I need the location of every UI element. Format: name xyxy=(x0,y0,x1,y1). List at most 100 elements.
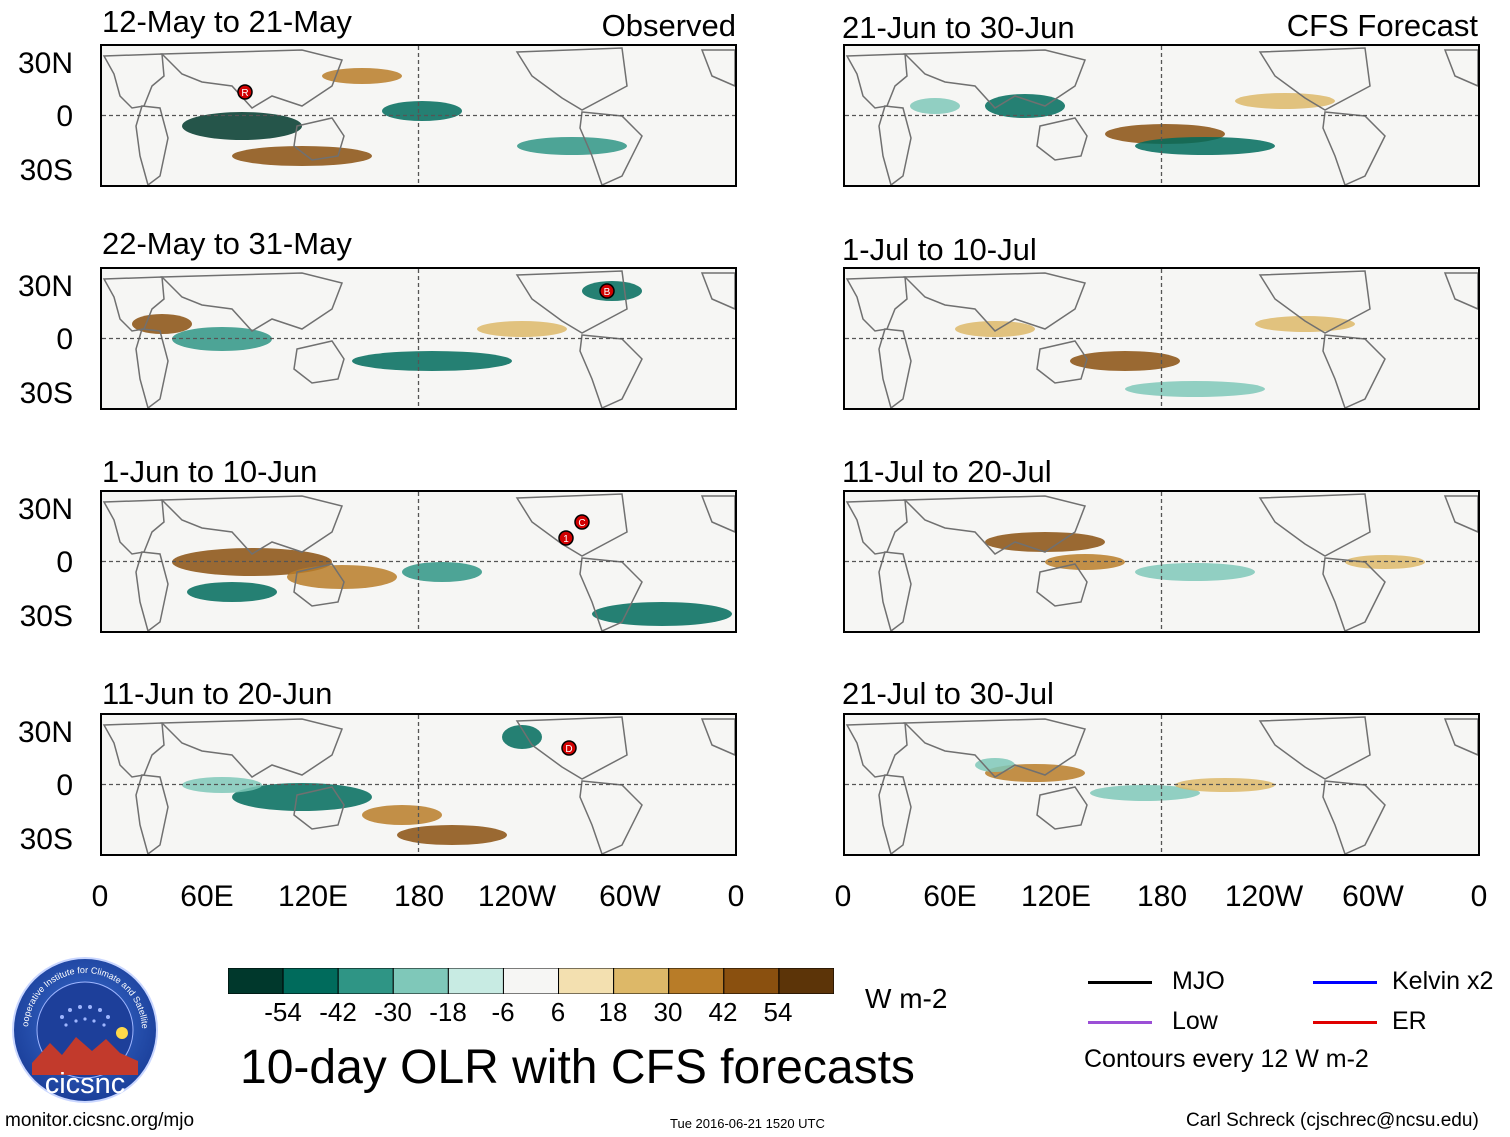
coastline xyxy=(515,270,628,334)
olr-anomaly-map: 1C xyxy=(102,492,735,631)
olr-anomaly-map: R xyxy=(102,46,735,185)
colorbar-bin xyxy=(558,967,615,995)
olr-anomaly-region xyxy=(1235,93,1335,109)
observed-map-panel-4: D xyxy=(100,713,737,856)
observed-column-label: Observed xyxy=(601,8,736,43)
colorbar-tick-label: -30 xyxy=(374,997,412,1027)
coastline xyxy=(293,786,345,830)
lon-label: 180 xyxy=(1136,880,1188,913)
olr-anomaly-region xyxy=(397,825,507,845)
colorbar-bin xyxy=(778,967,835,995)
observed-map-panel-1: R xyxy=(100,44,737,187)
lon-label: 0 xyxy=(834,880,852,913)
coastline xyxy=(878,774,912,854)
coastline xyxy=(1322,557,1386,631)
legend-line-er xyxy=(1313,1021,1377,1024)
lat-label: 0 xyxy=(56,769,73,802)
olr-anomaly-region xyxy=(1135,137,1275,155)
olr-anomaly-region xyxy=(955,321,1035,337)
colorbar-bin xyxy=(447,967,504,995)
storm-marker: B xyxy=(599,283,615,299)
coastline xyxy=(1036,340,1088,384)
coastline xyxy=(845,276,908,332)
coastline xyxy=(1036,786,1088,830)
legend-line-low xyxy=(1088,1021,1152,1024)
coastline xyxy=(878,328,912,408)
coastline xyxy=(903,272,1087,332)
lon-label: 180 xyxy=(393,880,445,913)
lon-label: 120W xyxy=(477,880,557,913)
coastline xyxy=(700,272,735,310)
lat-label: 30S xyxy=(19,377,73,410)
olr-anomaly-region xyxy=(1125,381,1265,397)
olr-anomaly-region xyxy=(477,321,567,337)
coastline xyxy=(1258,716,1371,780)
forecast-map-panel-3 xyxy=(843,490,1480,633)
coastline xyxy=(160,272,344,332)
lat-label: 0 xyxy=(56,323,73,356)
lat-label: 30S xyxy=(19,154,73,187)
colorbar xyxy=(227,967,835,995)
olr-anomaly-region xyxy=(502,725,542,749)
colorbar-tick-label: -6 xyxy=(491,997,515,1027)
coastline xyxy=(845,722,908,778)
coastline xyxy=(515,47,628,111)
observed-panel-title-2: 22-May to 31-May xyxy=(102,226,352,261)
coastline xyxy=(1258,270,1371,334)
lon-label: 60W xyxy=(1342,880,1404,913)
forecast-column-label: CFS Forecast xyxy=(1286,8,1478,43)
lat-label: 30S xyxy=(19,600,73,633)
coastline xyxy=(160,49,344,109)
logo-text: cicsnc xyxy=(45,1068,126,1100)
legend-label-low: Low xyxy=(1172,1007,1218,1035)
olr-anomaly-map xyxy=(845,715,1478,854)
olr-anomaly-region xyxy=(187,582,277,602)
forecast-map-panel-1 xyxy=(843,44,1480,187)
olr-anomaly-region xyxy=(402,562,482,582)
observed-panel-title-4: 11-Jun to 20-Jun xyxy=(102,676,333,711)
coastline xyxy=(135,105,169,185)
coastline xyxy=(1443,495,1478,533)
colorbar-tick-label: 42 xyxy=(708,997,738,1027)
olr-anomaly-region xyxy=(182,112,302,140)
lon-label: 120E xyxy=(1020,880,1092,913)
forecast-panel-title-4: 21-Jul to 30-Jul xyxy=(842,676,1054,711)
colorbar-bin xyxy=(502,967,560,995)
lon-label: 60E xyxy=(180,880,234,913)
colorbar-bin xyxy=(392,967,449,995)
observed-panel-title-1: 12-May to 21-May xyxy=(102,4,352,39)
coastline xyxy=(135,551,169,631)
footer-timestamp: Tue 2016-06-21 1520 UTC xyxy=(670,1116,825,1131)
colorbar-bin xyxy=(227,967,284,995)
lat-label: 30N xyxy=(17,47,73,80)
coastline xyxy=(700,49,735,87)
coastline xyxy=(515,716,628,780)
coastline xyxy=(1322,780,1386,854)
observed-map-panel-2: B xyxy=(100,267,737,410)
olr-anomaly-region xyxy=(592,602,732,626)
colorbar-bin xyxy=(613,967,670,995)
olr-anomaly-region xyxy=(352,351,512,371)
legend-line-mjo xyxy=(1088,981,1152,984)
colorbar-tick-label: -42 xyxy=(319,997,357,1027)
storm-marker: 1 xyxy=(558,530,574,546)
colorbar-tick-label: 6 xyxy=(550,997,566,1027)
coastline xyxy=(1322,111,1386,185)
lon-label: 120E xyxy=(277,880,349,913)
forecast-panel-title-2: 1-Jul to 10-Jul xyxy=(842,232,1037,267)
olr-anomaly-region xyxy=(975,758,1015,772)
coastline xyxy=(700,718,735,756)
coastline xyxy=(293,563,345,607)
coastline xyxy=(1443,272,1478,310)
coastline xyxy=(293,117,345,161)
olr-anomaly-region xyxy=(232,146,372,166)
storm-marker: D xyxy=(561,740,577,756)
lon-label: 0 xyxy=(1470,880,1488,913)
forecast-map-panel-4 xyxy=(843,713,1480,856)
olr-anomaly-region xyxy=(232,783,372,811)
storm-marker-label: B xyxy=(604,287,611,298)
coastline xyxy=(579,111,643,185)
olr-anomaly-region xyxy=(362,805,442,825)
olr-anomaly-map: D xyxy=(102,715,735,854)
